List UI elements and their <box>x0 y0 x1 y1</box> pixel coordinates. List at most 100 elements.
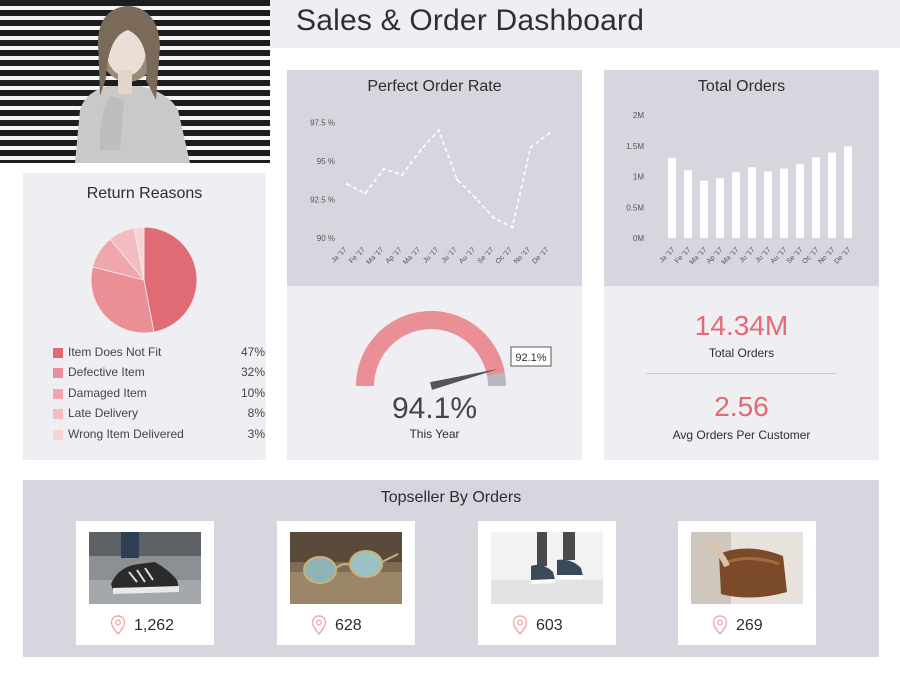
perfect-order-rate-title: Perfect Order Rate <box>367 78 502 95</box>
line-point <box>492 216 496 220</box>
legend-swatch <box>53 368 63 378</box>
return-reasons-panel: Return Reasons Item Does Not Fit 47% Def… <box>23 173 266 460</box>
y-tick-label: 97.5 % <box>310 119 335 128</box>
y-tick-label: 92.5 % <box>310 196 335 205</box>
y-tick-label: 0.5M <box>626 203 644 212</box>
line-point <box>400 173 404 177</box>
leather-bag-image <box>691 532 803 604</box>
avg-orders-label: Avg Orders Per Customer <box>672 428 811 442</box>
legend-percent: 10% <box>240 386 265 400</box>
legend-percent: 47% <box>240 345 265 359</box>
legend-item: Late Delivery 8% <box>53 406 265 424</box>
x-tick-label: Ma '17 <box>689 246 709 266</box>
bar <box>780 168 788 238</box>
x-tick-label: Oc '17 <box>495 246 514 265</box>
legend-percent: 32% <box>240 365 265 379</box>
y-tick-label: 1M <box>633 173 644 182</box>
y-tick-label: 0M <box>633 234 644 243</box>
gauge-needle <box>430 368 499 390</box>
hero-photo <box>0 0 270 163</box>
product-count: 603 <box>536 617 563 634</box>
line-series <box>346 128 550 229</box>
topseller-title: Topseller By Orders <box>380 489 522 506</box>
page-title: Sales & Order Dashboard <box>296 4 645 37</box>
legend-label: Wrong Item Delivered <box>68 427 184 441</box>
legend-swatch <box>53 409 63 419</box>
total-orders-value: 14.34M <box>694 310 789 341</box>
x-tick-label: No '17 <box>817 246 836 265</box>
gauge-value: 94.1% <box>391 392 478 425</box>
line-point <box>474 196 477 200</box>
y-tick-label: 95 % <box>317 157 335 166</box>
x-tick-label: Ma '17 <box>721 246 741 266</box>
product-count: 269 <box>736 617 763 634</box>
x-tick-label: Ja '17 <box>330 246 348 264</box>
x-tick-label: Ma '17 <box>402 246 422 266</box>
perfect-order-rate-panel: Perfect Order Rate 90 % 92.5 % 95 % 97.5 % J… <box>287 70 582 286</box>
woman-portrait-image <box>0 0 270 163</box>
legend-item: Wrong Item Delivered 3% <box>53 427 265 445</box>
bar <box>684 170 692 238</box>
x-tick-label: No '17 <box>513 246 532 265</box>
x-tick-label: Oc '17 <box>801 246 820 265</box>
product-card[interactable]: 269 <box>678 521 816 645</box>
y-tick-label: 2M <box>633 111 644 120</box>
legend-item: Damaged Item 10% <box>53 386 265 404</box>
avg-orders-value: 2.56 <box>714 391 769 422</box>
x-tick-label: Au '17 <box>458 246 477 265</box>
legend-swatch <box>53 389 63 399</box>
legend-item: Defective Item 32% <box>53 365 265 383</box>
bar <box>668 158 676 238</box>
product-card[interactable]: 628 <box>277 521 415 645</box>
x-tick-label: Se '17 <box>476 246 495 265</box>
kpi-panel: 14.34M Total Orders 2.56 Avg Orders Per … <box>604 286 879 460</box>
legend-label: Item Does Not Fit <box>68 345 162 359</box>
line-point <box>529 146 532 149</box>
legend-swatch <box>53 348 63 358</box>
product-count: 628 <box>335 617 362 634</box>
line-point <box>511 226 514 229</box>
x-tick-label: Ap '17 <box>385 246 404 265</box>
x-tick-label: Ja '17 <box>658 246 676 264</box>
gauge-panel: 92.1% 94.1% This Year <box>287 286 582 460</box>
legend-percent: 3% <box>247 427 265 441</box>
product-card[interactable]: 603 <box>478 521 616 645</box>
x-tick-label: Ma '17 <box>365 246 385 266</box>
x-tick-label: Ju '17 <box>422 246 440 264</box>
legend-swatch <box>53 430 63 440</box>
return-reasons-pie <box>90 226 198 334</box>
total-orders-panel: Total Orders 0M 0.5M 1M 1.5M 2M Ja '17 Fe '17 M… <box>604 70 879 286</box>
gauge-target-box <box>510 346 552 367</box>
line-point <box>437 129 441 132</box>
pie-slice <box>143 226 198 333</box>
y-tick-label: 1.5M <box>626 142 644 151</box>
y-tick-label: 90 % <box>317 234 335 243</box>
bar <box>764 171 772 238</box>
legend-label: Late Delivery <box>68 406 139 420</box>
bar <box>828 152 836 238</box>
legend-label: Defective Item <box>68 365 145 379</box>
header-bar <box>270 0 900 48</box>
x-tick-label: Se '17 <box>786 246 805 265</box>
bar <box>716 178 724 238</box>
gauge-fill <box>356 311 505 387</box>
gauge-target-label: 92.1% <box>515 352 546 364</box>
legend-label: Damaged Item <box>68 386 147 400</box>
bar <box>796 164 804 238</box>
shoes-walking-image <box>491 532 603 604</box>
location-pin-icon <box>311 615 327 635</box>
kpi-divider <box>646 373 836 374</box>
line-point <box>419 149 422 152</box>
pie-slice <box>90 266 155 334</box>
x-tick-label: Fe '17 <box>348 246 367 265</box>
line-point <box>547 132 551 135</box>
total-orders-label: Total Orders <box>708 346 775 360</box>
location-pin-icon <box>110 615 126 635</box>
product-card[interactable]: 1,262 <box>76 521 214 645</box>
return-reasons-title: Return Reasons <box>86 185 203 202</box>
bar <box>812 157 820 238</box>
x-tick-label: Ju '17 <box>441 246 459 264</box>
line-point <box>455 178 459 181</box>
line-point <box>382 167 385 171</box>
